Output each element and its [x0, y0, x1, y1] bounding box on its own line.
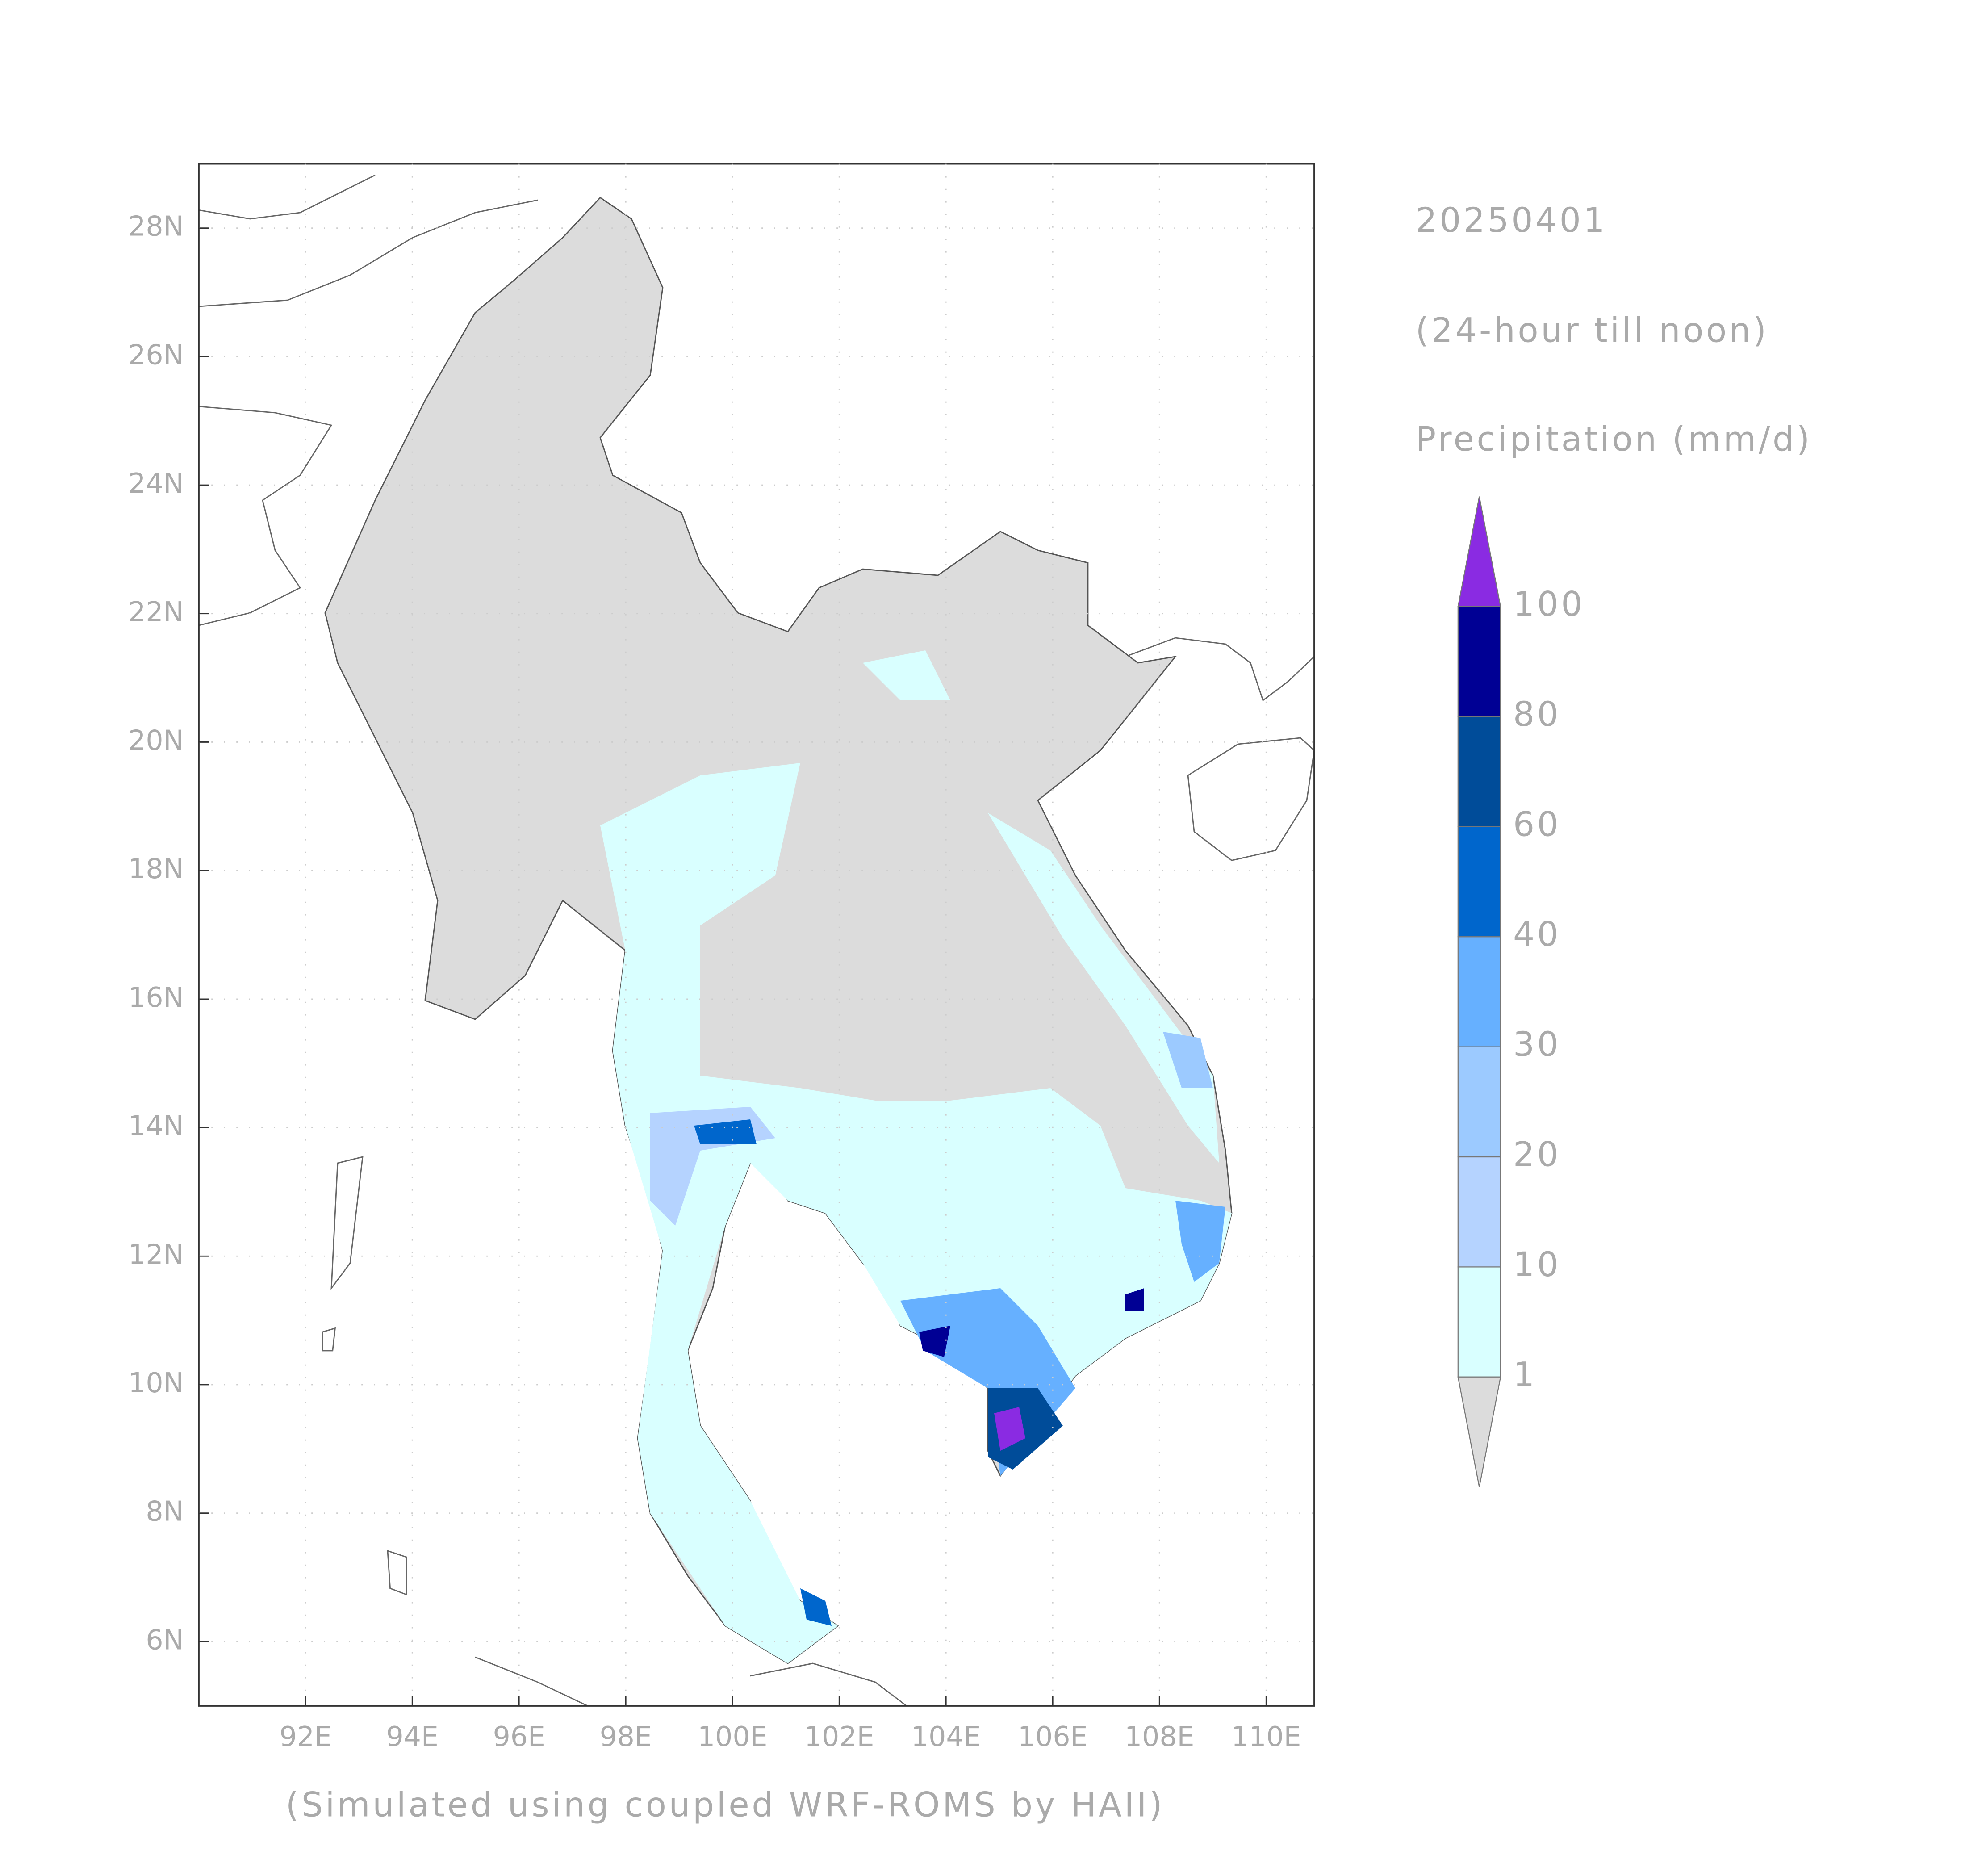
colorbar-label: 60 — [1513, 804, 1561, 844]
rain-area — [919, 1325, 950, 1357]
coastline — [198, 174, 538, 626]
y-tick-label: 12N — [128, 1238, 184, 1270]
colorbar-box — [1457, 1156, 1501, 1268]
colorbar-label: 10 — [1513, 1245, 1561, 1284]
colorbar-box — [1457, 1046, 1501, 1158]
x-tick-label: 108E — [1125, 1721, 1194, 1753]
y-tick-label: 6N — [146, 1624, 184, 1656]
colorbar-label: 1 — [1513, 1355, 1537, 1394]
x-tick-label: 100E — [698, 1721, 767, 1753]
y-tick-label: 18N — [128, 853, 184, 885]
y-tick-label: 14N — [128, 1110, 184, 1142]
y-tick-label: 20N — [128, 724, 184, 757]
map-frame — [198, 163, 1315, 1707]
variable-label: Precipitation (mm/d) — [1416, 419, 1812, 459]
x-tick-label: 106E — [1018, 1721, 1087, 1753]
map — [198, 163, 1315, 1707]
rain-area — [862, 650, 950, 701]
coastline — [1125, 637, 1315, 702]
colorbar-box — [1457, 826, 1501, 938]
y-tick-label: 26N — [128, 339, 184, 371]
coastline — [475, 1656, 907, 1707]
rain-area — [994, 1407, 1025, 1451]
title: 20250401 — [1416, 201, 1607, 240]
hainan — [1187, 737, 1315, 861]
x-tick-label: 96E — [493, 1721, 545, 1753]
x-tick-label: 98E — [600, 1721, 652, 1753]
colorbar-label: 100 — [1513, 585, 1585, 624]
colorbar-box — [1457, 716, 1501, 827]
x-tick-label: 94E — [386, 1721, 439, 1753]
colorbar-label: 40 — [1513, 915, 1561, 954]
y-tick-label: 22N — [128, 596, 184, 628]
colorbar-label: 80 — [1513, 695, 1561, 734]
y-tick-label: 8N — [146, 1495, 184, 1528]
island — [322, 1156, 407, 1596]
x-tick-label: 102E — [804, 1721, 874, 1753]
x-tick-label: 104E — [911, 1721, 981, 1753]
rain-area — [987, 813, 1219, 1163]
y-tick-label: 28N — [128, 210, 184, 243]
colorbar-box — [1457, 936, 1501, 1047]
rain-area — [1175, 1200, 1225, 1282]
rain-area — [987, 1388, 1063, 1470]
colorbar-box — [1457, 1266, 1501, 1378]
colorbar-under — [1457, 1376, 1501, 1487]
x-tick-label: 110E — [1231, 1721, 1301, 1753]
subtitle: (24-hour till noon) — [1416, 310, 1769, 350]
y-tick-label: 24N — [128, 467, 184, 499]
rain-area — [800, 1588, 832, 1626]
y-tick-label: 16N — [128, 981, 184, 1013]
rain-area — [1162, 1031, 1213, 1088]
colorbar-box — [1457, 606, 1501, 717]
rain-area — [694, 1119, 757, 1144]
y-tick-label: 10N — [128, 1367, 184, 1399]
x-tick-label: 92E — [280, 1721, 332, 1753]
caption: (Simulated using coupled WRF-ROMS by HAI… — [286, 1785, 1165, 1824]
rain-area — [1125, 1288, 1144, 1311]
rain-area — [600, 763, 1232, 1663]
colorbar-label: 20 — [1513, 1135, 1561, 1174]
colorbar-label: 30 — [1513, 1025, 1561, 1064]
colorbar-over — [1457, 496, 1501, 607]
